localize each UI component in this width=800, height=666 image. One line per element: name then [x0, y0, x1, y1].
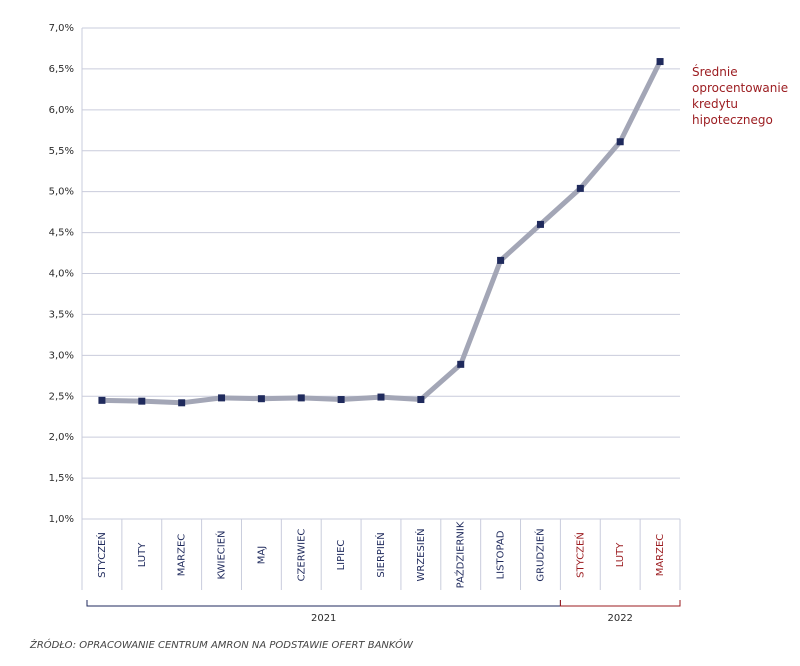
- marker: [457, 360, 465, 368]
- y-tick-label: 3,5%: [49, 309, 74, 320]
- marker: [616, 138, 624, 146]
- x-tick-label: LIPIEC: [336, 540, 347, 571]
- x-tick-label: MAJ: [256, 546, 267, 564]
- y-tick-label: 6,5%: [49, 64, 74, 75]
- marker: [138, 397, 146, 405]
- y-tick-label: 4,0%: [49, 269, 74, 280]
- x-tick-label: CZERWIEC: [296, 529, 307, 582]
- y-tick-label: 6,0%: [49, 105, 74, 116]
- y-tick-label: 4,5%: [49, 228, 74, 239]
- group-label: 2021: [311, 613, 336, 624]
- x-tick-label: LUTY: [615, 542, 626, 568]
- x-tick-label: MARZEC: [177, 534, 188, 577]
- x-tick-label: GRUDZIEŃ: [533, 528, 546, 581]
- x-tick-label: STYCZEŃ: [573, 532, 586, 578]
- series-label: Średnie oprocentowanie kredytu hipoteczn…: [692, 65, 789, 127]
- marker: [178, 399, 186, 407]
- y-tick-label: 5,0%: [49, 187, 74, 198]
- marker: [98, 396, 106, 404]
- y-tick-label: 3,0%: [49, 350, 74, 361]
- marker: [337, 396, 345, 404]
- x-tick-label: SIERPIEŃ: [374, 532, 387, 577]
- marker: [417, 396, 425, 404]
- y-tick-label: 1,5%: [49, 473, 74, 484]
- marker: [576, 184, 584, 192]
- group-label: 2022: [607, 613, 632, 624]
- y-tick-label: 7,0%: [49, 23, 74, 34]
- x-tick-label: STYCZEŃ: [95, 532, 108, 578]
- x-tick-label: LISTOPAD: [496, 530, 507, 579]
- x-tick-label: WRZESIEŃ: [414, 528, 427, 581]
- source-note: ŹRÓDŁO: OPRACOWANIE CENTRUM AMRON NA POD…: [30, 640, 413, 651]
- x-tick-label: PAŹDZIERNIK: [454, 521, 467, 588]
- x-tick-label: KWIECIEŃ: [215, 530, 228, 579]
- group-bracket: [559, 600, 681, 607]
- marker: [257, 395, 265, 403]
- marker: [297, 394, 305, 402]
- marker: [536, 220, 544, 228]
- marker: [218, 394, 226, 402]
- marker: [377, 393, 385, 401]
- marker: [497, 256, 505, 264]
- y-tick-label: 5,5%: [49, 146, 74, 157]
- y-tick-label: 2,0%: [49, 432, 74, 443]
- marker: [656, 58, 664, 66]
- group-bracket: [86, 600, 561, 607]
- y-tick-label: 1,0%: [49, 514, 74, 525]
- y-tick-label: 2,5%: [49, 391, 74, 402]
- x-tick-label: MARZEC: [655, 534, 666, 577]
- x-tick-label: LUTY: [137, 542, 148, 568]
